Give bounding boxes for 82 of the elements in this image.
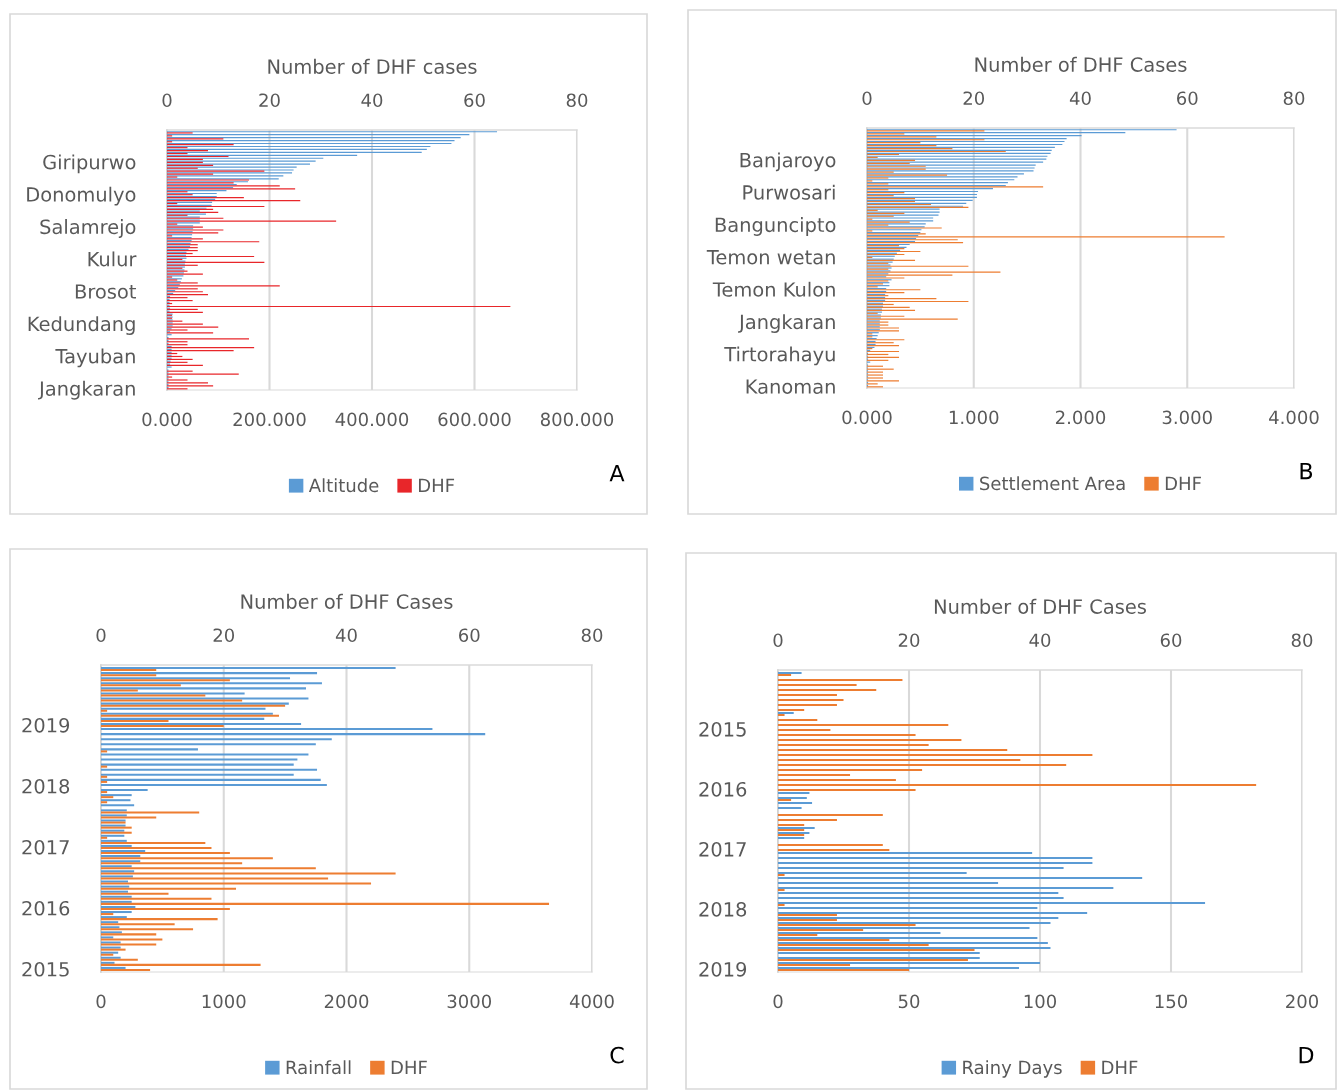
- x2-tick-label: 60: [464, 93, 485, 108]
- x-tick-label: 200: [1286, 994, 1319, 1009]
- x2-tick-label: 60: [1177, 91, 1198, 106]
- x2-tick-label: 0: [96, 628, 106, 643]
- y-tick-label: Tayuban: [55, 348, 135, 368]
- legend-label: DHF: [391, 1060, 427, 1074]
- x-tick-label: 0.000: [142, 412, 192, 427]
- y-tick-label: Temon wetan: [706, 250, 835, 265]
- x-tick-label: 3000: [447, 994, 492, 1009]
- y-tick-label: 2019: [699, 961, 747, 977]
- y-tick-label: 2018: [22, 778, 70, 794]
- y-tick-label: Banguncipto: [715, 217, 836, 236]
- text: A: [609, 464, 625, 482]
- x-tick-label: 0: [773, 994, 783, 1009]
- y-tick-label: 2016: [22, 900, 70, 916]
- x2-tick-label: 20: [259, 93, 280, 108]
- legend-label: DHF: [419, 478, 455, 492]
- y-tick-label: Jangkaran: [38, 380, 135, 400]
- x-tick-label: 1000: [202, 994, 246, 1009]
- x-tick-label: 0.000: [842, 410, 892, 425]
- x2-tick-label: 80: [1283, 91, 1305, 106]
- x-tick-label: 150: [1155, 994, 1188, 1009]
- y-tick-label: Temon Kulon: [712, 281, 835, 297]
- y-tick-label: 2016: [699, 781, 747, 797]
- x2-tick-label: 40: [335, 628, 357, 643]
- x2-tick-label: 0: [162, 93, 172, 108]
- x2-tick-label: 60: [459, 628, 480, 643]
- x2-tick-label: 80: [581, 628, 603, 643]
- x2-tick-label: 60: [1160, 633, 1182, 648]
- x-tick-label: 1.000: [949, 410, 999, 425]
- x-tick-label: 50: [898, 994, 920, 1009]
- x2-tick-label: 0: [862, 91, 872, 106]
- x-tick-label: 4000: [569, 994, 614, 1009]
- x-tick-label: 2000: [324, 994, 369, 1009]
- y-tick-label: 2015: [699, 721, 746, 737]
- x2-tick-label: 40: [1069, 91, 1091, 106]
- x2-axis-title: Number of DHF Cases: [934, 598, 1146, 614]
- y-tick-label: 2017: [699, 841, 746, 857]
- y-tick-label: Giripurwo: [43, 154, 136, 174]
- x2-tick-label: 40: [1029, 633, 1051, 648]
- y-tick-label: Purwosari: [743, 184, 835, 200]
- y-tick-label: Kedundang: [28, 316, 135, 335]
- y-tick-label: Salamrejo: [40, 219, 136, 238]
- y-tick-label: Kanoman: [746, 379, 835, 394]
- legend-label: Rainy Days: [963, 1060, 1062, 1078]
- x2-tick-label: 20: [213, 628, 235, 643]
- legend-label: DHF: [1102, 1060, 1138, 1074]
- y-tick-label: Kulur: [88, 251, 137, 267]
- y-tick-label: Banjaroyo: [740, 152, 836, 172]
- x-tick-label: 4.000: [1269, 410, 1319, 425]
- legend-label: Settlement Area: [980, 476, 1125, 491]
- x2-axis-title: Number of DHF Cases: [975, 56, 1187, 72]
- text: D: [1299, 1046, 1314, 1064]
- y-tick-label: Tirtorahayu: [724, 346, 835, 366]
- y-tick-label: 2019: [22, 717, 70, 733]
- x2-tick-label: 20: [898, 633, 920, 648]
- legend-label: DHF: [1165, 476, 1201, 490]
- x-tick-label: 0: [96, 994, 106, 1009]
- x2-tick-label: 80: [566, 93, 588, 108]
- y-tick-label: 2017: [22, 839, 69, 855]
- text: B: [1300, 462, 1313, 480]
- x-tick-label: 100: [1024, 994, 1057, 1009]
- x-tick-label: 2.000: [1055, 410, 1106, 425]
- text: C: [610, 1046, 624, 1064]
- y-tick-label: Jangkaran: [738, 314, 835, 333]
- x2-tick-label: 80: [1291, 633, 1313, 648]
- x2-tick-label: 0: [773, 633, 783, 648]
- x-tick-label: 800.000: [540, 412, 614, 427]
- y-tick-label: 2015: [22, 961, 69, 977]
- x-tick-label: 400.000: [335, 412, 409, 427]
- x2-tick-label: 40: [361, 93, 383, 108]
- legend-label: Rainfall: [286, 1060, 351, 1075]
- x-tick-label: 600.000: [438, 412, 511, 427]
- x2-tick-label: 20: [963, 91, 985, 106]
- x-tick-label: 3.000: [1162, 410, 1212, 425]
- x2-axis-title: Number of DHF cases: [268, 58, 477, 74]
- legend-label: Altitude: [308, 478, 379, 493]
- y-tick-label: Brosot: [75, 284, 136, 299]
- x2-axis-title: Number of DHF Cases: [241, 593, 453, 609]
- y-tick-label: 2018: [699, 901, 747, 917]
- y-tick-label: Donomulyo: [27, 186, 136, 206]
- x-tick-label: 200.000: [233, 412, 306, 427]
